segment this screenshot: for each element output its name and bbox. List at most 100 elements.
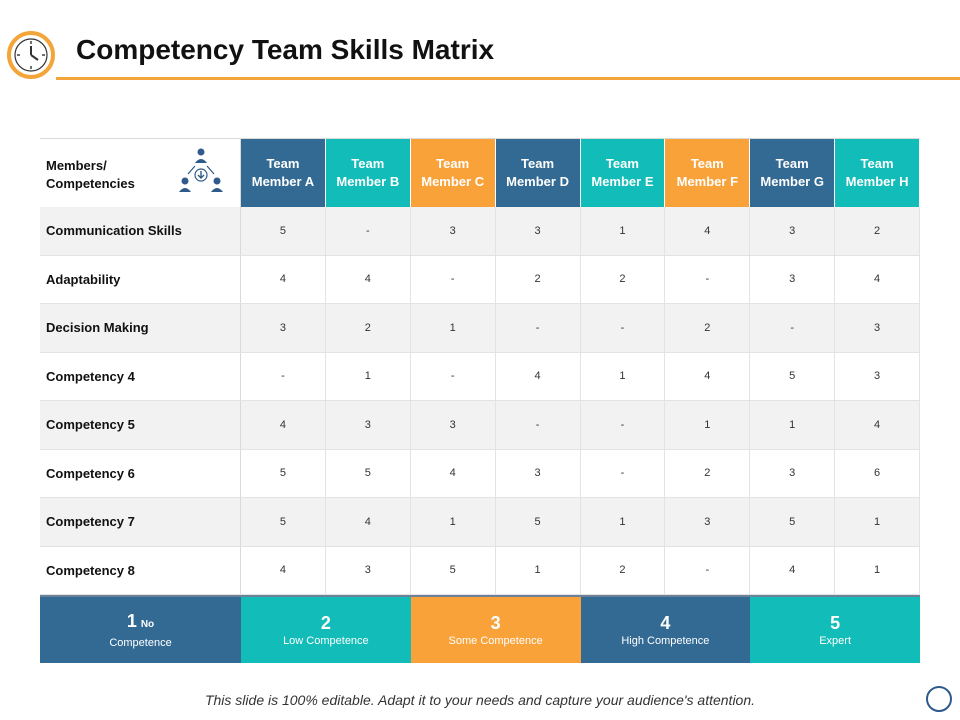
score-cell: 3 — [750, 255, 836, 303]
competence-legend: 1 No Competence 2 Low Competence 3 Some Compet… — [40, 597, 920, 663]
table-row: Adaptability 4 4-2 2-3 4 — [40, 255, 920, 304]
row-label: Competency 6 — [40, 449, 241, 497]
score-cell: - — [665, 546, 751, 594]
table-row: Decision Making 3 2 1- -2-3 — [40, 304, 920, 353]
score-cell: 2 — [581, 255, 666, 303]
score-cell: 4 — [665, 207, 751, 255]
score-cell: 1 — [835, 546, 920, 594]
row-label: Competency 8 — [40, 546, 241, 594]
row-label: Competency 7 — [40, 498, 241, 546]
legend-item-4: 4 High Competence — [580, 597, 751, 663]
score-cell: 1 — [581, 498, 666, 546]
column-header-member-c: Team Member C — [410, 139, 496, 207]
score-cell: - — [411, 255, 496, 303]
score-cell: 4 — [835, 255, 920, 303]
score-cell: 2 — [326, 304, 411, 352]
title-divider — [56, 77, 960, 80]
score-cell: 1 — [835, 498, 920, 546]
score-cell: 3 — [496, 207, 581, 255]
legend-description: Some Competence — [448, 635, 543, 647]
team-hierarchy-icon — [179, 148, 223, 192]
circle-icon — [926, 686, 952, 712]
score-cell: 2 — [665, 449, 751, 497]
score-cell: 3 — [241, 304, 326, 352]
row-label: Competency 5 — [40, 401, 241, 449]
skills-matrix-table: Members/ Competencies Team Member A Team … — [40, 138, 920, 598]
column-header-member-g: Team Member G — [750, 139, 836, 207]
legend-number-value: 3 — [490, 613, 501, 633]
score-cell: - — [581, 449, 666, 497]
score-cell: - — [750, 304, 836, 352]
score-cell: 5 — [411, 546, 496, 594]
score-cell: 5 — [241, 449, 326, 497]
score-cell: 2 — [581, 546, 666, 594]
score-cell: 3 — [496, 449, 581, 497]
score-cell: 4 — [241, 255, 326, 303]
legend-number-value: 4 — [660, 613, 671, 633]
legend-description: High Competence — [621, 635, 710, 647]
score-cell: 2 — [496, 255, 581, 303]
score-cell: 1 — [411, 498, 496, 546]
column-header-member-e: Team Member E — [580, 139, 666, 207]
score-cell: 3 — [326, 401, 411, 449]
score-cell: - — [326, 207, 411, 255]
row-label: Competency 4 — [40, 352, 241, 400]
legend-number: 3 — [491, 612, 501, 634]
column-header-member-d: Team Member D — [495, 139, 581, 207]
score-cell: 5 — [750, 352, 836, 400]
score-cell: 3 — [326, 546, 411, 594]
score-cell: 5 — [750, 498, 836, 546]
score-cell: 3 — [665, 498, 751, 546]
clock-icon — [7, 31, 55, 79]
legend-number: 4 — [660, 612, 670, 634]
score-cell: 5 — [496, 498, 581, 546]
row-label: Decision Making — [40, 304, 241, 352]
score-cell: - — [496, 304, 581, 352]
page-title: Competency Team Skills Matrix — [76, 34, 495, 65]
column-header-member-b: Team Member B — [325, 139, 411, 207]
score-cell: - — [581, 401, 666, 449]
score-cell: - — [496, 401, 581, 449]
column-header-member-f: Team Member F — [665, 139, 751, 207]
score-cell: 3 — [835, 352, 920, 400]
footer-note: This slide is 100% editable. Adapt it to… — [204, 692, 756, 708]
score-cell: 3 — [411, 401, 496, 449]
matrix-corner-cell: Members/ Competencies — [40, 139, 241, 207]
score-cell: 1 — [665, 401, 751, 449]
column-header-member-h: Team Member H — [835, 139, 920, 207]
score-cell: - — [411, 352, 496, 400]
legend-item-1: 1 No Competence — [40, 597, 241, 663]
score-cell: 4 — [411, 449, 496, 497]
score-cell: 1 — [411, 304, 496, 352]
score-cell: 5 — [241, 498, 326, 546]
matrix-header-row: Members/ Competencies Team Member A Team … — [40, 138, 920, 207]
legend-item-5: 5 Expert — [750, 597, 920, 663]
legend-description: Expert — [819, 635, 852, 647]
matrix-bottom-rule — [40, 595, 920, 598]
score-cell: 3 — [750, 207, 836, 255]
legend-item-3: 3 Some Competence — [410, 597, 581, 663]
score-cell: 4 — [241, 401, 326, 449]
score-cell: 1 — [496, 546, 581, 594]
column-header-member-a: Team Member A — [241, 139, 326, 207]
legend-description: Low Competence — [283, 635, 369, 647]
legend-item-2: 2 Low Competence — [241, 597, 411, 663]
legend-number: 1 No — [127, 610, 154, 636]
table-row: Communication Skills 5-3 3 1 4 3 2 — [40, 207, 920, 256]
score-cell: 4 — [326, 255, 411, 303]
score-cell: 5 — [241, 207, 326, 255]
score-cell: - — [581, 304, 666, 352]
score-cell: 4 — [835, 401, 920, 449]
legend-number-value: 1 — [126, 611, 137, 631]
score-cell: 3 — [835, 304, 920, 352]
score-cell: 4 — [750, 546, 836, 594]
score-cell: - — [665, 255, 751, 303]
legend-description: Competence — [109, 637, 172, 649]
legend-number-suffix: No — [140, 619, 155, 630]
score-cell: - — [241, 352, 326, 400]
